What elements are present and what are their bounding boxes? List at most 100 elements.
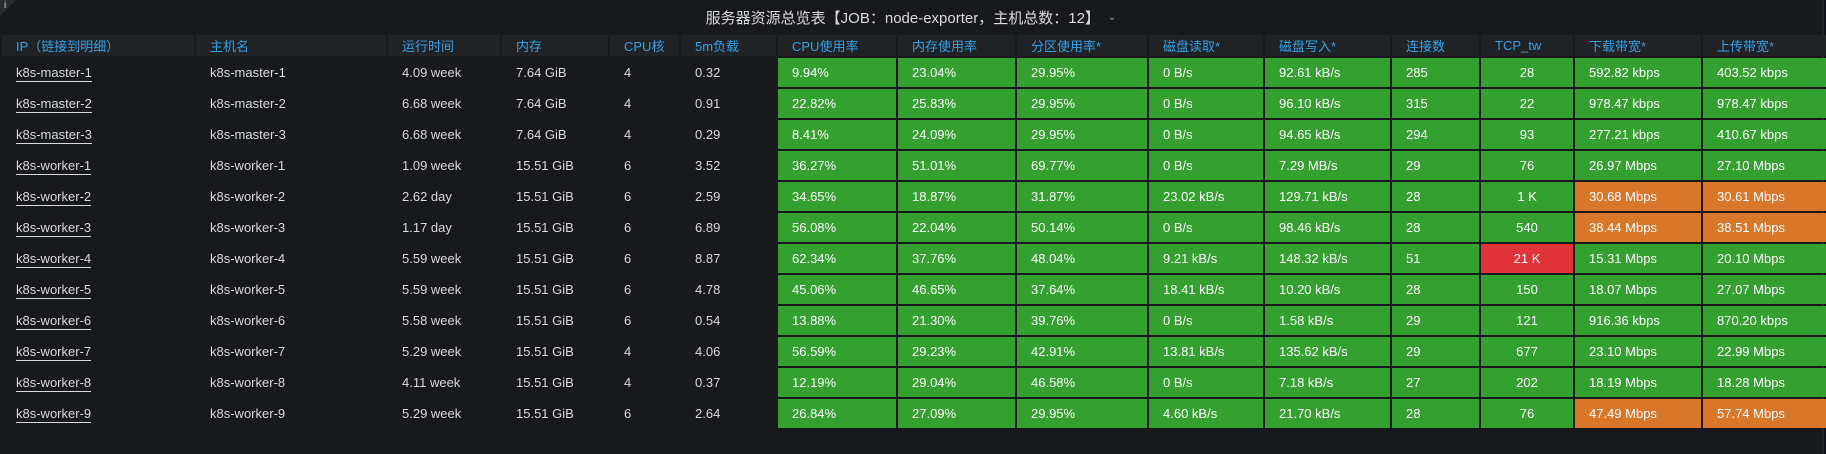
column-header[interactable]: CPU使用率: [778, 35, 896, 56]
column-header[interactable]: 5m负载: [681, 35, 776, 56]
cell-uptime: 5.29 week: [402, 406, 462, 421]
cell-mem: 7.64 GiB: [516, 65, 567, 80]
cell-host: k8s-worker-7: [210, 344, 286, 359]
column-header[interactable]: 连接数: [1392, 35, 1479, 56]
host-detail-link[interactable]: k8s-master-2: [16, 96, 92, 113]
cell-ip: k8s-worker-7: [2, 337, 194, 366]
cell-disk-pct: 46.58%: [1017, 368, 1147, 397]
cell-mem: 15.51 GiB: [516, 375, 574, 390]
cell-disk-pct: 29.95%: [1017, 58, 1147, 87]
host-detail-link[interactable]: k8s-master-3: [16, 127, 92, 144]
cell-write: 96.10 kB/s: [1265, 89, 1390, 118]
column-header[interactable]: 分区使用率*: [1017, 35, 1147, 56]
cell-tcp-tw: 121: [1481, 306, 1573, 335]
chevron-down-icon[interactable]: ⌄: [1107, 11, 1117, 23]
cell-ip: k8s-worker-9: [2, 399, 194, 428]
cell-write: 21.70 kB/s: [1265, 399, 1390, 428]
cell-host: k8s-master-2: [210, 96, 286, 111]
cell-read: 4.60 kB/s: [1149, 399, 1263, 428]
table-row: k8s-worker-7 k8s-worker-7 5.29 week 15.51 G…: [2, 337, 1826, 366]
cell-disk-pct: 29.95%: [1017, 89, 1147, 118]
cell-tcp-tw: 22: [1481, 89, 1573, 118]
server-table: IP（链接到明细） 主机名 运行时间 内存 CPU核 5m负载 CPU使用率 内存使用率 分区使…: [0, 33, 1826, 430]
cell-tcp-tw: 677: [1481, 337, 1573, 366]
column-header[interactable]: 主机名: [196, 35, 386, 56]
column-header[interactable]: IP（链接到明细）: [2, 35, 194, 56]
cell-load: 8.87: [695, 251, 721, 266]
cell-disk-pct: 69.77%: [1017, 151, 1147, 180]
cell-down: 18.19 Mbps: [1575, 368, 1701, 397]
column-header[interactable]: 下载带宽*: [1575, 35, 1701, 56]
column-header[interactable]: 内存使用率: [898, 35, 1015, 56]
column-header[interactable]: CPU核: [610, 35, 679, 56]
cell-down: 47.49 Mbps: [1575, 399, 1701, 428]
column-header[interactable]: 内存: [502, 35, 608, 56]
cell-tcp-tw: 28: [1481, 58, 1573, 87]
cell-uptime: 1.09 week: [402, 158, 462, 173]
host-detail-link[interactable]: k8s-worker-2: [16, 189, 92, 206]
cell-down: 18.07 Mbps: [1575, 275, 1701, 304]
cell-host: k8s-worker-1: [210, 158, 286, 173]
host-detail-link[interactable]: k8s-worker-8: [16, 375, 92, 392]
cell-disk-pct: 50.14%: [1017, 213, 1147, 242]
cell-tcp-tw: 202: [1481, 368, 1573, 397]
cell-ip: k8s-worker-3: [2, 213, 194, 242]
cell-read: 18.41 kB/s: [1149, 275, 1263, 304]
cell-read: 23.02 kB/s: [1149, 182, 1263, 211]
host-detail-link[interactable]: k8s-master-1: [16, 65, 92, 82]
cell-write: 1.58 kB/s: [1265, 306, 1390, 335]
cell-mem: 15.51 GiB: [516, 313, 574, 328]
panel-title[interactable]: 服务器资源总览表【JOB：node-exporter，主机总数：12】: [705, 9, 1100, 27]
column-header[interactable]: 运行时间: [388, 35, 500, 56]
cell-ip: k8s-master-1: [2, 58, 194, 87]
cell-cpu-pct: 26.84%: [778, 399, 896, 428]
table-row: k8s-worker-4 k8s-worker-4 5.59 week 15.51 G…: [2, 244, 1826, 273]
cell-cpu: 6: [624, 282, 632, 297]
cell-tcp-tw: 150: [1481, 275, 1573, 304]
cell-mem-pct: 18.87%: [898, 182, 1015, 211]
column-header[interactable]: TCP_tw: [1481, 35, 1573, 56]
cell-write: 135.62 kB/s: [1265, 337, 1390, 366]
cell-tcp-tw: 76: [1481, 399, 1573, 428]
cell-read: 0 B/s: [1149, 213, 1263, 242]
cell-host: k8s-worker-8: [210, 375, 286, 390]
host-detail-link[interactable]: k8s-worker-1: [16, 158, 92, 175]
cell-host: k8s-worker-6: [210, 313, 286, 328]
cell-cpu-pct: 36.27%: [778, 151, 896, 180]
cell-mem-pct: 24.09%: [898, 120, 1015, 149]
cell-conn: 29: [1392, 151, 1479, 180]
cell-uptime: 6.68 week: [402, 127, 462, 142]
cell-mem-pct: 29.04%: [898, 368, 1015, 397]
host-detail-link[interactable]: k8s-worker-9: [16, 406, 92, 423]
cell-up: 18.28 Mbps: [1703, 368, 1826, 397]
cell-mem-pct: 37.76%: [898, 244, 1015, 273]
column-header[interactable]: 磁盘读取*: [1149, 35, 1263, 56]
panel-header[interactable]: 服务器资源总览表【JOB：node-exporter，主机总数：12】 ⌄: [0, 0, 1822, 34]
cell-host: k8s-worker-9: [210, 406, 286, 421]
host-detail-link[interactable]: k8s-worker-4: [16, 251, 92, 268]
host-detail-link[interactable]: k8s-worker-7: [16, 344, 92, 361]
cell-read: 9.21 kB/s: [1149, 244, 1263, 273]
cell-tcp-tw: 540: [1481, 213, 1573, 242]
cell-mem-pct: 27.09%: [898, 399, 1015, 428]
cell-conn: 27: [1392, 368, 1479, 397]
cell-load: 0.37: [695, 375, 721, 390]
cell-disk-pct: 29.95%: [1017, 120, 1147, 149]
host-detail-link[interactable]: k8s-worker-5: [16, 282, 92, 299]
cell-cpu-pct: 13.88%: [778, 306, 896, 335]
cell-cpu-pct: 34.65%: [778, 182, 896, 211]
column-header[interactable]: 上传带宽*: [1703, 35, 1826, 56]
cell-uptime: 4.09 week: [402, 65, 462, 80]
cell-ip: k8s-worker-6: [2, 306, 194, 335]
cell-down: 592.82 kbps: [1575, 58, 1701, 87]
cell-up: 27.07 Mbps: [1703, 275, 1826, 304]
host-detail-link[interactable]: k8s-worker-6: [16, 313, 92, 330]
host-detail-link[interactable]: k8s-worker-3: [16, 220, 92, 237]
cell-disk-pct: 48.04%: [1017, 244, 1147, 273]
cell-tcp-tw: 76: [1481, 151, 1573, 180]
cell-mem: 15.51 GiB: [516, 344, 574, 359]
column-header[interactable]: 磁盘写入*: [1265, 35, 1390, 56]
cell-disk-pct: 37.64%: [1017, 275, 1147, 304]
table-row: k8s-worker-5 k8s-worker-5 5.59 week 15.51 G…: [2, 275, 1826, 304]
cell-up: 22.99 Mbps: [1703, 337, 1826, 366]
